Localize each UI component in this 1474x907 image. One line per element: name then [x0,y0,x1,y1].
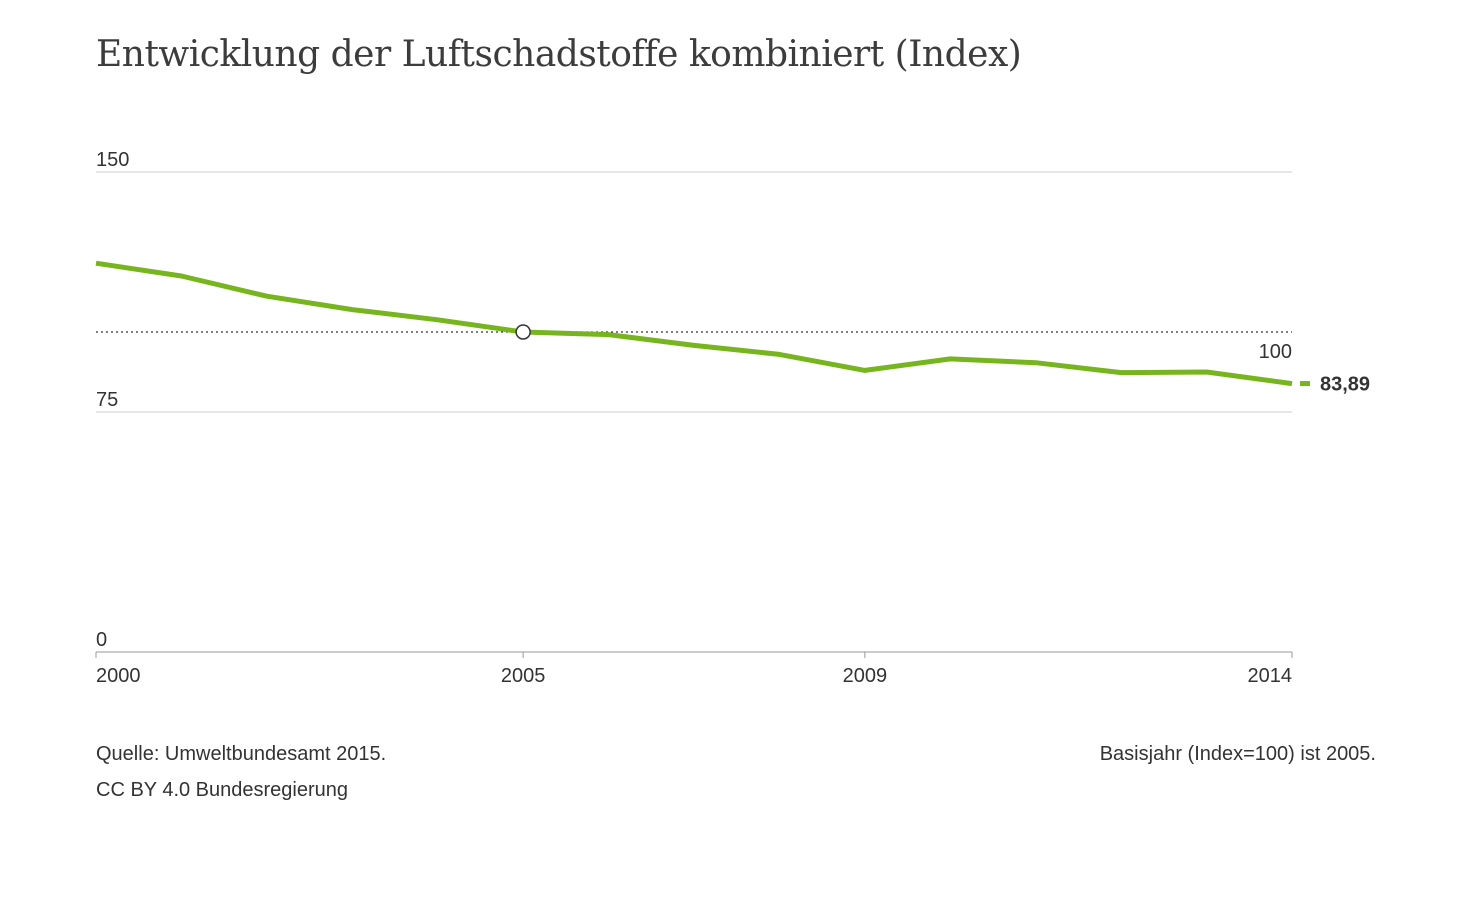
y-tick-label-75: 75 [96,389,118,411]
base-year-marker [515,324,531,340]
y-tick-label-0: 0 [96,629,107,651]
end-value-label: 83,89 [1320,374,1370,396]
x-tick-label-2000: 2000 [96,665,141,687]
source-text: Quelle: Umweltbundesamt 2015. [96,743,387,765]
label-layer: 150 75 0 2000 2005 2009 2014 100 83,89 [96,149,1370,687]
base-year-note: Basisjahr (Index=100) ist 2005. [1099,743,1376,765]
x-tick-label-2005: 2005 [501,665,546,687]
reference-label: 100 [1259,341,1292,363]
source-note: Quelle: Umweltbundesamt 2015. CC BY 4.0 … [96,736,386,808]
x-tick-label-2009: 2009 [843,665,888,687]
chart-title: Entwicklung der Luftschadstoffe kombinie… [96,34,1022,75]
license-text: CC BY 4.0 Bundesregierung [96,779,349,801]
y-tick-label-150: 150 [96,149,129,171]
grid-layer [95,171,1293,658]
x-tick-label-2014: 2014 [1248,665,1293,687]
series-line [95,260,1293,387]
series-layer [95,260,1310,387]
